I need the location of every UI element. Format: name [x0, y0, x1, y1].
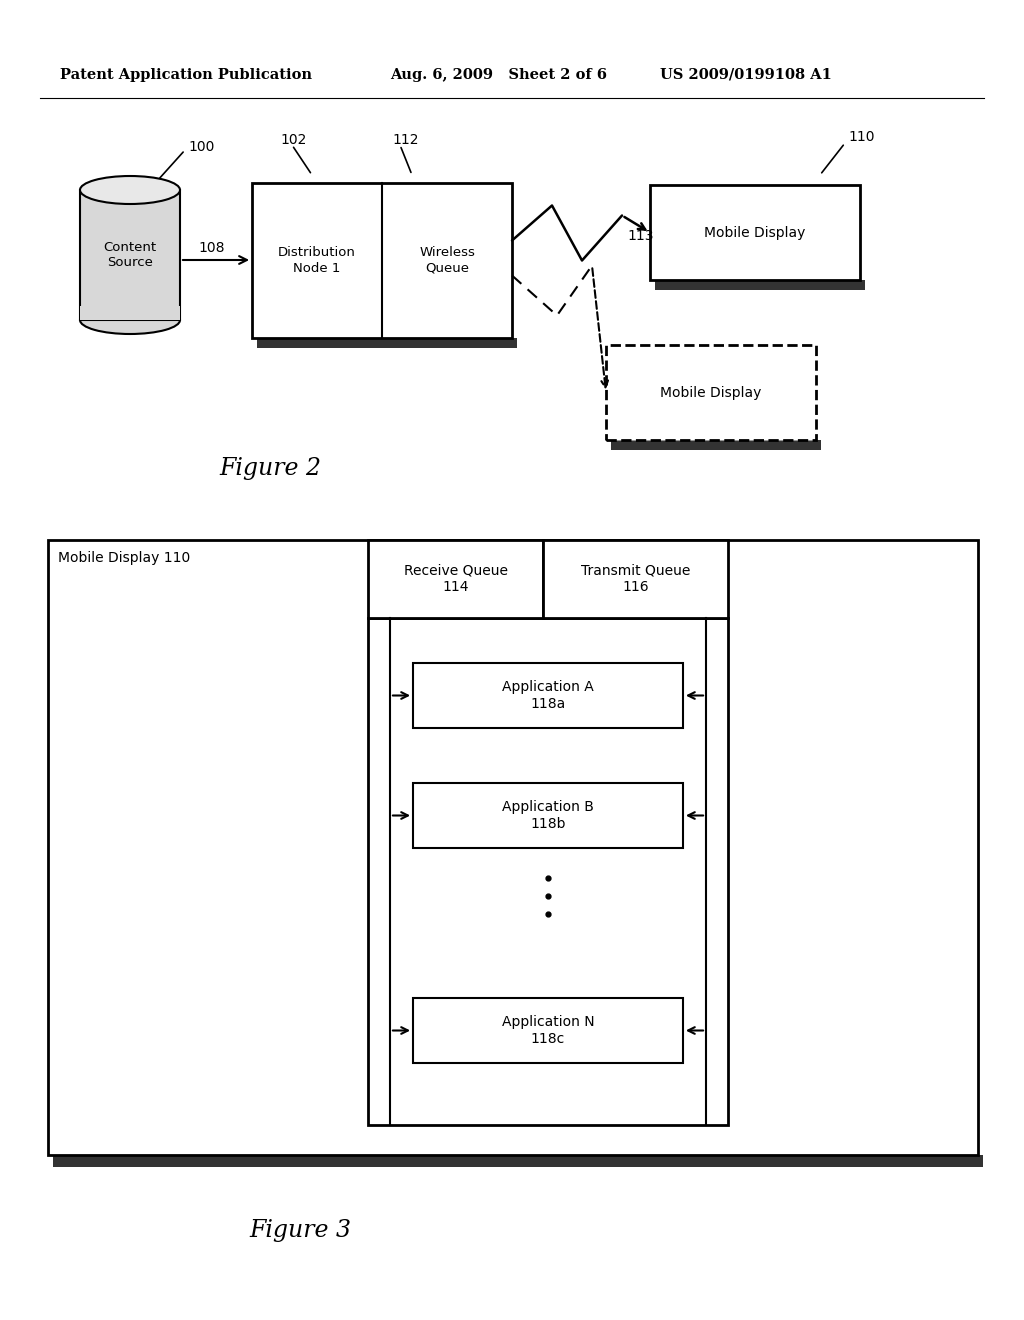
Text: 112: 112 — [392, 133, 419, 147]
FancyBboxPatch shape — [611, 440, 821, 450]
Ellipse shape — [80, 176, 180, 205]
FancyBboxPatch shape — [80, 306, 180, 319]
Text: Distribution
Node 1: Distribution Node 1 — [279, 247, 356, 275]
Text: Mobile Display: Mobile Display — [660, 385, 762, 400]
Text: 108: 108 — [198, 242, 224, 255]
Text: Application N
118c: Application N 118c — [502, 1015, 594, 1045]
FancyBboxPatch shape — [413, 998, 683, 1063]
FancyBboxPatch shape — [655, 280, 865, 290]
FancyBboxPatch shape — [650, 185, 860, 280]
Text: 100: 100 — [188, 140, 214, 154]
Text: 110: 110 — [848, 129, 874, 144]
FancyBboxPatch shape — [368, 540, 543, 618]
Text: 113: 113 — [627, 228, 653, 243]
Text: Application A
118a: Application A 118a — [502, 680, 594, 710]
FancyBboxPatch shape — [543, 540, 728, 618]
Ellipse shape — [80, 306, 180, 334]
Text: Application B
118b: Application B 118b — [502, 800, 594, 830]
Text: Wireless
Queue: Wireless Queue — [419, 247, 475, 275]
Text: 102: 102 — [280, 133, 306, 147]
FancyBboxPatch shape — [53, 1155, 983, 1167]
Text: Figure 2: Figure 2 — [219, 457, 321, 479]
FancyBboxPatch shape — [80, 190, 180, 319]
FancyBboxPatch shape — [368, 618, 728, 1125]
FancyBboxPatch shape — [606, 345, 816, 440]
Text: Aug. 6, 2009   Sheet 2 of 6: Aug. 6, 2009 Sheet 2 of 6 — [390, 69, 607, 82]
Text: Figure 3: Figure 3 — [249, 1218, 351, 1242]
Text: Content
Source: Content Source — [103, 242, 157, 269]
Text: Receive Queue
114: Receive Queue 114 — [403, 564, 508, 594]
FancyBboxPatch shape — [413, 783, 683, 847]
Text: Patent Application Publication: Patent Application Publication — [60, 69, 312, 82]
FancyBboxPatch shape — [48, 540, 978, 1155]
Text: Mobile Display: Mobile Display — [705, 226, 806, 239]
Text: Mobile Display 110: Mobile Display 110 — [58, 550, 190, 565]
Text: US 2009/0199108 A1: US 2009/0199108 A1 — [660, 69, 831, 82]
FancyBboxPatch shape — [257, 338, 517, 348]
Text: Transmit Queue
116: Transmit Queue 116 — [581, 564, 690, 594]
FancyBboxPatch shape — [252, 183, 512, 338]
FancyBboxPatch shape — [413, 663, 683, 729]
